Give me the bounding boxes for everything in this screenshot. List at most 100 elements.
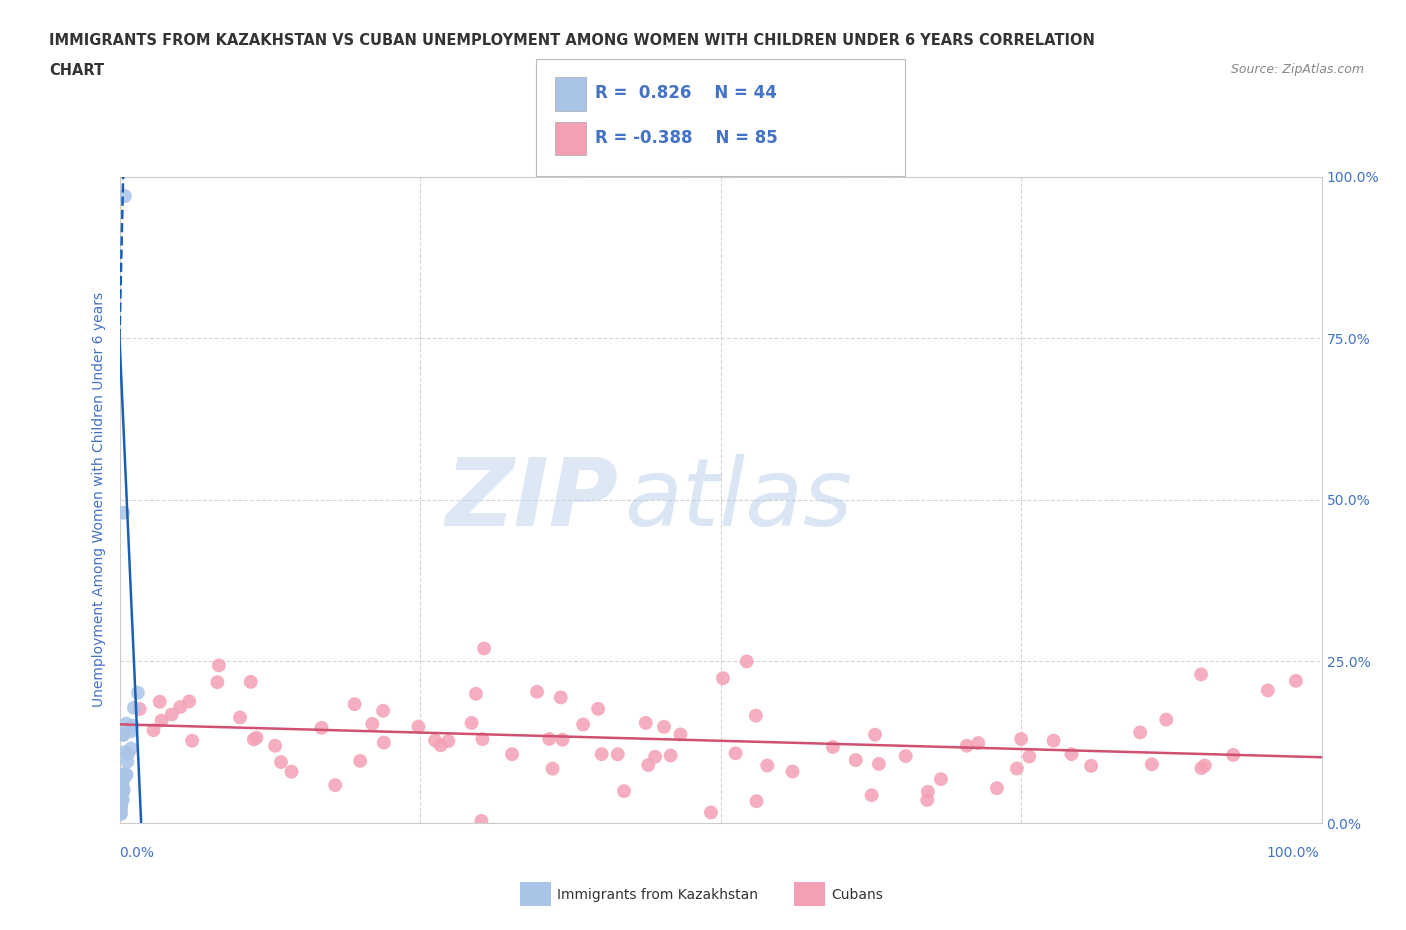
Point bbox=[108, 802, 131, 817]
Point bbox=[437, 734, 460, 749]
Point bbox=[115, 767, 138, 782]
Point bbox=[1140, 757, 1163, 772]
Point bbox=[110, 806, 132, 821]
Point bbox=[110, 794, 132, 809]
Text: Source: ZipAtlas.com: Source: ZipAtlas.com bbox=[1230, 63, 1364, 76]
Point bbox=[110, 799, 132, 814]
Point bbox=[349, 753, 371, 768]
Point bbox=[1285, 673, 1308, 688]
Point bbox=[1189, 667, 1212, 682]
Point bbox=[149, 695, 172, 710]
Point bbox=[239, 674, 262, 689]
Point bbox=[782, 764, 804, 779]
Point bbox=[1222, 748, 1244, 763]
Point bbox=[179, 694, 201, 709]
Point bbox=[110, 806, 132, 821]
Point bbox=[634, 715, 657, 730]
Point bbox=[423, 733, 446, 748]
Point bbox=[110, 796, 132, 811]
Point bbox=[538, 732, 561, 747]
Text: 0.0%: 0.0% bbox=[120, 846, 155, 860]
Point bbox=[112, 784, 135, 799]
Point bbox=[606, 747, 628, 762]
Point bbox=[371, 703, 394, 718]
Point bbox=[111, 784, 134, 799]
Text: IMMIGRANTS FROM KAZAKHSTAN VS CUBAN UNEMPLOYMENT AMONG WOMEN WITH CHILDREN UNDER: IMMIGRANTS FROM KAZAKHSTAN VS CUBAN UNEM… bbox=[49, 33, 1095, 47]
Point bbox=[408, 719, 430, 734]
Point bbox=[122, 700, 145, 715]
Point bbox=[526, 684, 548, 699]
Point bbox=[245, 730, 267, 745]
Point bbox=[967, 736, 990, 751]
Point bbox=[111, 792, 134, 807]
Point bbox=[894, 749, 917, 764]
Point bbox=[207, 675, 229, 690]
Point bbox=[669, 727, 692, 742]
Point bbox=[637, 758, 659, 773]
Point bbox=[111, 768, 134, 783]
Point bbox=[117, 754, 139, 769]
Point bbox=[860, 788, 883, 803]
Point bbox=[470, 814, 492, 829]
Point bbox=[1189, 761, 1212, 776]
Point bbox=[127, 685, 149, 700]
Point bbox=[112, 727, 135, 742]
Point bbox=[111, 777, 134, 791]
Point bbox=[108, 799, 131, 814]
Point bbox=[1194, 758, 1216, 773]
Point bbox=[1060, 747, 1083, 762]
Point bbox=[264, 738, 287, 753]
Point bbox=[465, 686, 488, 701]
Point bbox=[551, 732, 574, 747]
Point bbox=[108, 791, 131, 806]
Point bbox=[735, 654, 758, 669]
Point bbox=[1080, 759, 1102, 774]
Point bbox=[541, 761, 564, 776]
Text: R =  0.826    N = 44: R = 0.826 N = 44 bbox=[595, 84, 776, 102]
Point bbox=[700, 805, 723, 820]
Point bbox=[160, 707, 183, 722]
Point bbox=[868, 756, 890, 771]
Point bbox=[845, 752, 868, 767]
Point bbox=[111, 784, 134, 799]
Point bbox=[1005, 761, 1028, 776]
Point bbox=[863, 727, 886, 742]
Point bbox=[361, 716, 384, 731]
Point bbox=[114, 770, 136, 785]
Point bbox=[429, 737, 451, 752]
Text: R = -0.388    N = 85: R = -0.388 N = 85 bbox=[595, 128, 778, 147]
Point bbox=[1257, 683, 1279, 698]
Point bbox=[652, 720, 675, 735]
Y-axis label: Unemployment Among Women with Children Under 6 years: Unemployment Among Women with Children U… bbox=[93, 292, 107, 708]
Point bbox=[112, 767, 135, 782]
Point bbox=[659, 748, 682, 763]
Point bbox=[169, 699, 191, 714]
Point bbox=[108, 806, 131, 821]
Point bbox=[373, 735, 395, 750]
Point bbox=[121, 718, 143, 733]
Point bbox=[711, 671, 734, 685]
Text: Immigrants from Kazakhstan: Immigrants from Kazakhstan bbox=[557, 887, 758, 902]
Point bbox=[472, 641, 495, 656]
Point bbox=[108, 767, 131, 782]
Point bbox=[1154, 712, 1177, 727]
Point bbox=[311, 721, 333, 736]
Point bbox=[1010, 732, 1032, 747]
Point bbox=[917, 792, 939, 807]
Point bbox=[111, 776, 134, 790]
Text: CHART: CHART bbox=[49, 63, 104, 78]
Point bbox=[111, 773, 134, 788]
Point bbox=[181, 733, 204, 748]
Point bbox=[142, 723, 165, 737]
Point bbox=[745, 794, 768, 809]
Point bbox=[280, 764, 302, 779]
Point bbox=[114, 745, 136, 760]
Point bbox=[111, 783, 134, 798]
Text: Cubans: Cubans bbox=[831, 887, 883, 902]
Point bbox=[986, 781, 1008, 796]
Point bbox=[270, 754, 292, 769]
Point bbox=[110, 802, 132, 817]
Point bbox=[586, 701, 609, 716]
Text: ZIP: ZIP bbox=[446, 454, 619, 546]
Point bbox=[112, 781, 135, 796]
